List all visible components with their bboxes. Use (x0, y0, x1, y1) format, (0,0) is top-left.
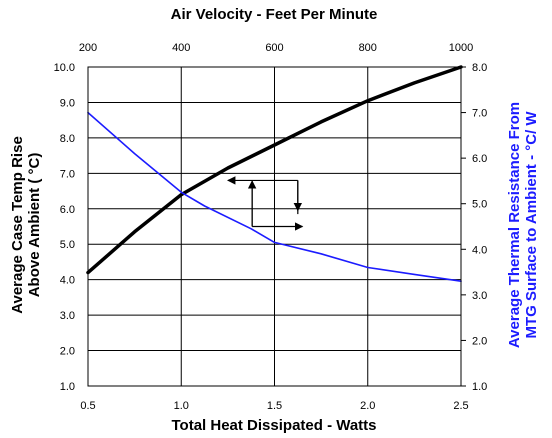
right-axis-title-line-2: MTG Surface to Ambient - °C/ W (523, 111, 540, 339)
x-tick-label: 1.5 (267, 400, 282, 412)
left-axis-title-line-2: Above Ambient ( °C) (26, 153, 43, 298)
x-tick-label: 2.5 (453, 400, 468, 412)
right-axis-title-line-1: Average Thermal Resistance From (506, 102, 523, 348)
y-right-tick-label: 6.0 (472, 153, 487, 165)
y-left-tick-label: 7.0 (60, 168, 75, 180)
y-right-tick-label: 3.0 (472, 290, 487, 302)
plot-frame (87, 66, 462, 387)
x-tick-label: 0.5 (80, 400, 95, 412)
x-axis-title: Total Heat Dissipated - Watts (171, 417, 376, 434)
y-left-tick-label: 1.0 (60, 381, 75, 393)
y-left-tick-label: 6.0 (60, 204, 75, 216)
series-line-case-temp-rise (86, 65, 463, 275)
x-top-tick-label: 400 (172, 42, 190, 54)
x-top-tick-label: 600 (265, 42, 283, 54)
chart-title: Air Velocity - Feet Per Minute (171, 6, 378, 23)
right-axis-title: Average Thermal Resistance From MTG Surf… (506, 102, 540, 348)
annotations-layer (227, 176, 304, 231)
y-left-tick-label: 5.0 (60, 239, 75, 251)
x-top-tick-label: 1000 (449, 42, 473, 54)
y-left-tick-label: 10.0 (54, 62, 75, 74)
left-axis-title-line-1: Average Case Temp Rise (9, 136, 26, 314)
left-axis-title: Average Case Temp Rise Above Ambient ( °… (9, 136, 43, 314)
y-right-tick-label: 5.0 (472, 199, 487, 211)
series-layer (86, 65, 463, 283)
y-left-tick-label: 2.0 (60, 346, 75, 358)
y-right-tick-label: 2.0 (472, 335, 487, 347)
y-right-tick-label: 8.0 (472, 62, 487, 74)
y-right-tick-label: 4.0 (472, 244, 487, 256)
x-top-tick-label: 800 (359, 42, 377, 54)
series-line-thermal-resistance (87, 111, 462, 283)
y-left-tick-label: 3.0 (60, 310, 75, 322)
x-top-tick-label: 200 (79, 42, 97, 54)
y-left-tick-label: 9.0 (60, 97, 75, 109)
y-left-tick-label: 4.0 (60, 275, 75, 287)
y-right-tick-label: 7.0 (472, 108, 487, 120)
y-left-tick-label: 8.0 (60, 133, 75, 145)
x-tick-label: 2.0 (360, 400, 375, 412)
y-right-tick-label: 1.0 (472, 381, 487, 393)
tick-labels: 0.5 1.0 1.5 2.0 2.5 200 400 600 800 1000 1.0 2.0 3.0… (54, 42, 488, 412)
x-tick-label: 1.0 (174, 400, 189, 412)
